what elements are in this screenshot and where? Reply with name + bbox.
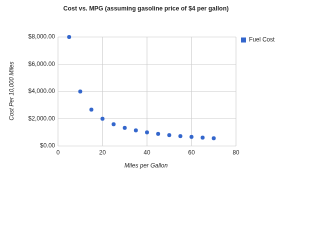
y-tick-label: $8,000.00 (28, 35, 55, 41)
point (111, 122, 116, 127)
x-tick-label: 60 (188, 151, 195, 157)
point (145, 130, 149, 135)
chart: Cost vs. MPG (assuming gasoline price of… (10, 6, 275, 170)
x-tick-label: 0 (56, 151, 60, 157)
y-tick-label: $6,000.00 (28, 62, 55, 68)
x-tick-label: 40 (144, 151, 151, 157)
legend-swatch (241, 37, 246, 43)
x-axis-label: Miles per Gallon (124, 164, 168, 170)
point (67, 35, 72, 39)
point (156, 131, 161, 136)
point (133, 128, 138, 133)
x-tick-label: 80 (233, 151, 240, 157)
point (178, 134, 183, 139)
y-tick-label: $4,000.00 (28, 89, 55, 95)
y-axis-label: Cost Per 10,000 Miles (10, 61, 16, 120)
legend-label: Fuel Cost (249, 38, 275, 44)
point (89, 107, 94, 112)
point (100, 116, 105, 121)
point (189, 134, 194, 139)
y-tick-label: $2,000.00 (28, 116, 55, 122)
point (122, 125, 127, 130)
chart-title: Cost vs. MPG (assuming gasoline price of… (63, 6, 228, 13)
point (211, 136, 216, 141)
point (78, 89, 83, 94)
point (200, 135, 205, 140)
y-tick-label: $0.00 (40, 144, 56, 150)
x-tick-label: 20 (99, 151, 106, 157)
point (167, 133, 172, 138)
